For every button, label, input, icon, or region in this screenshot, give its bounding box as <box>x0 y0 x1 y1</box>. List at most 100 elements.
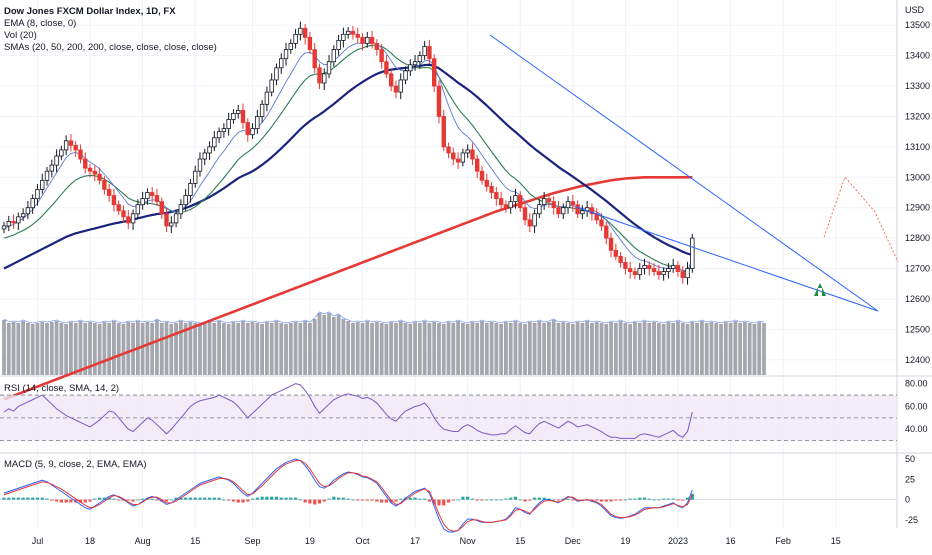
candle-body[interactable] <box>403 70 408 81</box>
candle-body[interactable] <box>149 192 155 196</box>
candle-body[interactable] <box>484 179 489 187</box>
sma-50-series[interactable] <box>3 63 693 270</box>
candle-body[interactable] <box>140 198 145 206</box>
candle-body[interactable] <box>570 201 576 206</box>
candle-body[interactable] <box>1 225 7 230</box>
candle-body[interactable] <box>202 152 207 160</box>
candle-body[interactable] <box>671 265 676 269</box>
candle-body[interactable] <box>135 204 141 215</box>
candle-body[interactable] <box>551 201 556 209</box>
candle-body[interactable] <box>212 137 217 148</box>
candle-body[interactable] <box>575 204 580 215</box>
candle-body[interactable] <box>44 170 50 181</box>
candle-body[interactable] <box>374 43 380 50</box>
candle-body[interactable] <box>6 220 11 227</box>
candle-body[interactable] <box>537 204 542 215</box>
candle-body[interactable] <box>221 128 227 133</box>
candle-body[interactable] <box>236 109 241 114</box>
candle-body[interactable] <box>427 46 432 60</box>
candle-body[interactable] <box>460 152 466 163</box>
candle-body[interactable] <box>647 265 652 269</box>
candle-body[interactable] <box>78 149 83 160</box>
candle-body[interactable] <box>675 265 681 272</box>
candle-body[interactable] <box>269 79 274 93</box>
candle-body[interactable] <box>106 189 112 196</box>
candle-body[interactable] <box>561 207 566 215</box>
candle-body[interactable] <box>288 43 293 50</box>
candle-body[interactable] <box>188 182 193 196</box>
candle-body[interactable] <box>580 210 585 215</box>
candle-body[interactable] <box>522 207 528 221</box>
candle-body[interactable] <box>360 36 365 44</box>
candle-body[interactable] <box>336 40 341 50</box>
candle-body[interactable] <box>489 186 494 193</box>
candle-body[interactable] <box>25 207 31 215</box>
candle-body[interactable] <box>470 149 475 160</box>
candle-body[interactable] <box>422 46 427 57</box>
candle-body[interactable] <box>293 33 298 44</box>
candle-body[interactable] <box>173 213 179 224</box>
candle-body[interactable] <box>623 262 628 269</box>
candle-body[interactable] <box>666 268 671 272</box>
sma-200-series[interactable] <box>3 175 693 401</box>
candle-body[interactable] <box>83 158 88 169</box>
wedge-lower-line[interactable] <box>575 206 879 312</box>
candle-body[interactable] <box>169 222 174 227</box>
candle-body[interactable] <box>164 213 169 227</box>
candle-body[interactable] <box>618 255 623 263</box>
candle-body[interactable] <box>259 103 265 117</box>
candle-body[interactable] <box>532 213 537 227</box>
candle-body[interactable] <box>240 109 246 123</box>
sma-legend[interactable]: SMAs (20, 50, 200, 200, close, close, cl… <box>4 42 217 53</box>
candle-body[interactable] <box>207 146 212 154</box>
candle-body[interactable] <box>685 268 690 279</box>
candle-body[interactable] <box>116 204 121 212</box>
candle-body[interactable] <box>159 201 164 215</box>
candle-body[interactable] <box>365 36 370 44</box>
candle-body[interactable] <box>479 170 485 181</box>
candle-body[interactable] <box>250 128 255 136</box>
candle-body[interactable] <box>231 113 236 120</box>
candle-body[interactable] <box>307 36 313 50</box>
rsi-series[interactable] <box>3 383 693 439</box>
candle-body[interactable] <box>651 268 657 272</box>
candle-body[interactable] <box>680 271 685 279</box>
candle-body[interactable] <box>154 195 160 203</box>
candle-body[interactable] <box>441 116 446 148</box>
candle-body[interactable] <box>68 140 74 146</box>
candle-body[interactable] <box>627 268 633 272</box>
candle-body[interactable] <box>326 61 332 75</box>
candle-body[interactable] <box>513 195 518 203</box>
candle-body[interactable] <box>11 220 16 224</box>
candle-body[interactable] <box>446 146 451 154</box>
candle-body[interactable] <box>637 268 642 276</box>
candle-body[interactable] <box>518 195 523 209</box>
candle-body[interactable] <box>604 225 609 239</box>
candle-body[interactable] <box>35 189 40 199</box>
candle-body[interactable] <box>589 207 595 215</box>
candle-body[interactable] <box>63 140 69 151</box>
candle-body[interactable] <box>632 271 638 276</box>
candle-body[interactable] <box>226 119 231 130</box>
candle-body[interactable] <box>379 49 384 63</box>
candle-body[interactable] <box>451 152 456 160</box>
candle-body[interactable] <box>494 192 499 199</box>
candle-body[interactable] <box>642 265 647 269</box>
candle-body[interactable] <box>608 237 614 251</box>
candle-body[interactable] <box>541 198 547 206</box>
wedge-upper-line[interactable] <box>489 34 879 312</box>
candle-body[interactable] <box>398 79 403 93</box>
macd-legend[interactable]: MACD (5, 9, close, 2, EMA, EMA) <box>4 459 147 470</box>
candle-body[interactable] <box>30 198 35 209</box>
candle-body[interactable] <box>546 198 552 203</box>
candle-body[interactable] <box>465 149 470 154</box>
candle-body[interactable] <box>192 170 198 184</box>
candle-body[interactable] <box>245 122 250 136</box>
candle-body[interactable] <box>384 61 389 75</box>
candle-body[interactable] <box>393 85 399 93</box>
candle-body[interactable] <box>126 216 131 224</box>
candle-body[interactable] <box>274 67 279 81</box>
candle-body[interactable] <box>87 167 93 172</box>
